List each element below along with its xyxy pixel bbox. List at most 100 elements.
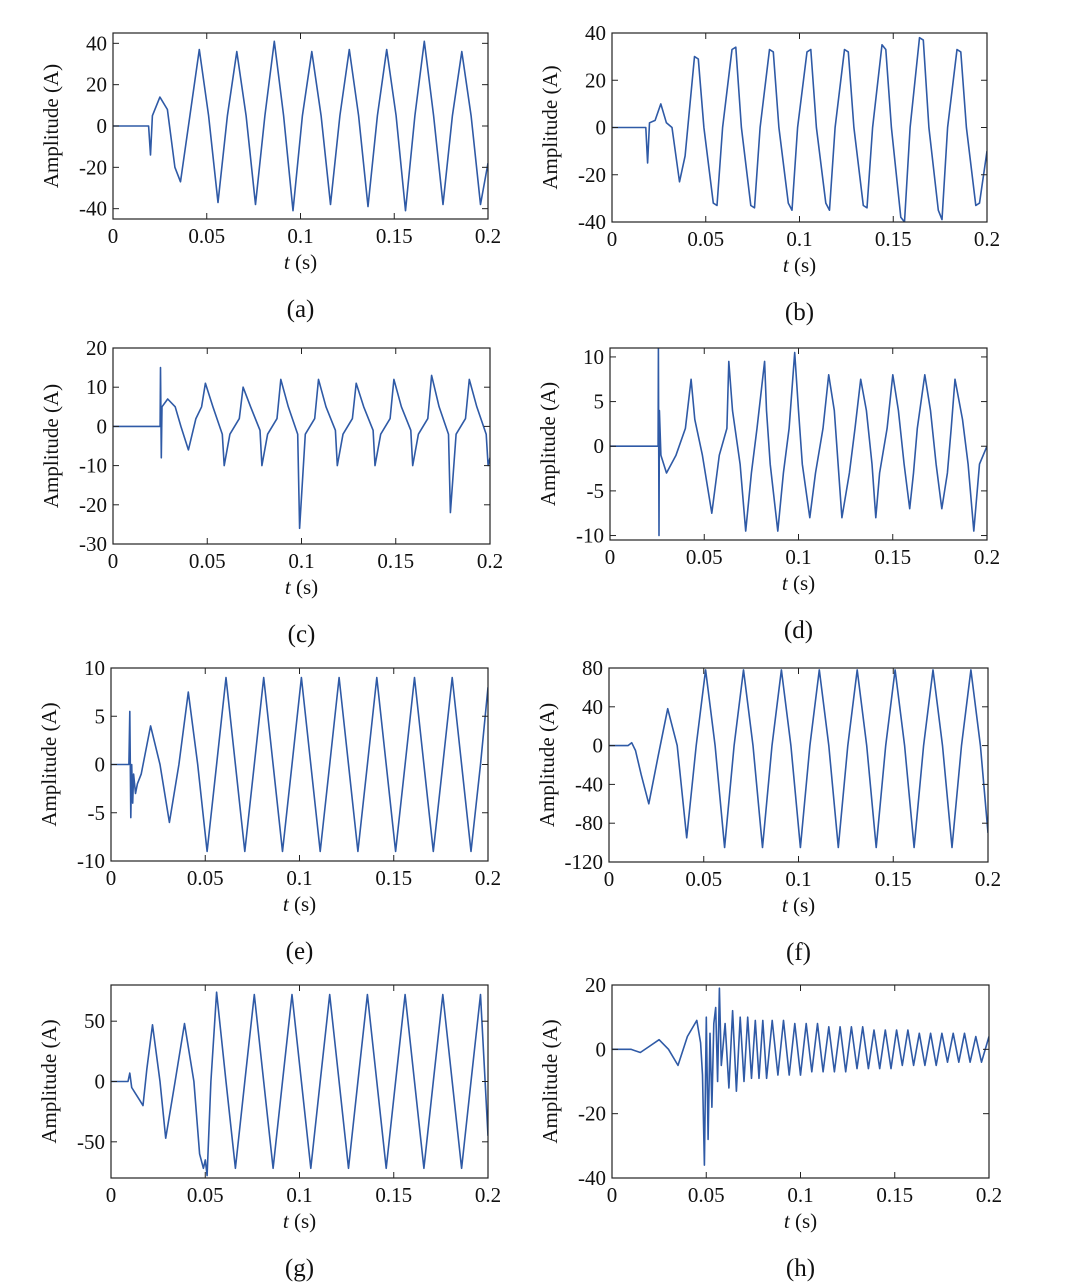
panel-f-xtick-label: 0.15 (875, 867, 912, 891)
panel-f-ytick-label: 80 (582, 656, 603, 680)
panel-c-xtick-label: 0.05 (189, 549, 226, 573)
panel-a-caption: (a) (287, 296, 315, 323)
panel-c-ytick-label: 10 (86, 375, 107, 399)
panel-b-ytick-label: -20 (578, 163, 606, 187)
panel-e-xtick-label: 0.1 (286, 866, 312, 890)
panel-b-xtick-label: 0.1 (786, 227, 812, 251)
panel-c-xtick-label: 0 (108, 549, 119, 573)
panel-a-series-line (113, 40, 488, 212)
panel-g-xtick-label: 0.1 (286, 1183, 312, 1207)
panel-g: 0 0.05 0.1 0.15 0.2 50 0 -50 t (s) Amplitude (A) (… (37, 984, 501, 1282)
panel-h-ytick-label: -40 (578, 1166, 606, 1190)
panel-g-ytick-label: 0 (95, 1070, 106, 1094)
panel-d-series-line (610, 348, 987, 537)
panel-f: 0 0.05 0.1 0.15 0.2 80 40 0 -40 -80 -120 t (s) Ampli… (535, 656, 1001, 966)
panel-a-xtick-label: 0.15 (376, 224, 413, 248)
panel-d-ylabel: Amplitude (A) (536, 382, 560, 506)
panel-f-ytick-label: -40 (575, 772, 603, 796)
panel-a-ytick-label: 40 (86, 31, 107, 55)
panel-d-xlabel-unit: (s) (788, 571, 815, 595)
panel-e-ytick-label: 10 (84, 656, 105, 680)
panel-b-xlabel-var: t (783, 253, 790, 277)
panel-d-caption: (d) (784, 617, 813, 644)
panel-g-xtick-label: 0.2 (475, 1183, 501, 1207)
panel-a-xlabel: t (s) (284, 250, 317, 274)
panel-e-ytick-label: 5 (95, 704, 106, 728)
panel-f-ylabel: Amplitude (A) (535, 703, 559, 827)
panel-d-xtick-label: 0 (605, 545, 616, 569)
panel-c-ytick-label: -10 (79, 454, 107, 478)
panel-e-ylabel: Amplitude (A) (37, 702, 61, 826)
panel-d-xtick-label: 0.15 (874, 545, 911, 569)
panel-b-xtick-label: 0.15 (875, 227, 912, 251)
panel-c-xlabel: t (s) (285, 575, 318, 599)
panel-h-xlabel-unit: (s) (790, 1209, 817, 1233)
panel-f-xtick-label: 0 (604, 867, 615, 891)
panel-a-xtick-label: 0 (108, 224, 119, 248)
panel-b-xtick-label: 0.05 (687, 227, 724, 251)
panel-a-ytick-label: 20 (86, 73, 107, 97)
panel-h-ytick-label: -20 (578, 1102, 606, 1126)
panel-e-caption: (e) (286, 938, 314, 965)
panel-d-xlabel: t (s) (782, 571, 815, 595)
panel-g-caption: (g) (285, 1255, 314, 1282)
panel-f-ytick-label: -120 (565, 850, 604, 874)
panel-f-xtick-label: 0.05 (685, 867, 722, 891)
panel-a-ytick-label: -20 (79, 155, 107, 179)
panel-g-xtick-label: 0.15 (375, 1183, 412, 1207)
panel-h: 0 0.05 0.1 0.15 0.2 20 0 -20 -40 t (s) Amplitude (… (538, 973, 1002, 1282)
panel-h-xtick-label: 0 (607, 1183, 618, 1207)
panel-c-ytick-label: -30 (79, 532, 107, 556)
panel-h-ylabel: Amplitude (A) (538, 1019, 562, 1143)
panel-g-series-line (111, 991, 488, 1177)
panel-c-xlabel-var: t (285, 575, 292, 599)
panel-c-xtick-label: 0.2 (477, 549, 503, 573)
panel-d: 0 0.05 0.1 0.15 0.2 10 5 0 -5 -10 t (s) Amplitude (… (536, 345, 1000, 644)
panel-c-ytick-label: -20 (79, 493, 107, 517)
panel-a-xtick-label: 0.05 (188, 224, 225, 248)
panel-c-xtick-label: 0.15 (377, 549, 414, 573)
panel-a-xtick-label: 0.2 (475, 224, 501, 248)
panel-c-ylabel: Amplitude (A) (39, 384, 63, 508)
panel-h-xlabel-var: t (784, 1209, 791, 1233)
panel-h-ytick-label: 0 (596, 1037, 607, 1061)
panel-d-xtick-label: 0.05 (686, 545, 723, 569)
panel-e-ytick-label: -5 (88, 801, 106, 825)
panel-a-ytick-label: -40 (79, 197, 107, 221)
panel-f-ytick-label: -80 (575, 811, 603, 835)
panel-c-series-line (113, 366, 490, 530)
panel-e-xtick-label: 0.2 (475, 866, 501, 890)
panel-f-xlabel: t (s) (782, 893, 815, 917)
panel-b-xlabel-unit: (s) (789, 253, 816, 277)
panel-c-caption: (c) (288, 621, 316, 648)
panel-h-caption: (h) (786, 1255, 815, 1282)
panel-d-axes-frame (609, 347, 988, 541)
panel-d-xtick-label: 0.1 (785, 545, 811, 569)
panel-c-xtick-label: 0.1 (288, 549, 314, 573)
panel-e-xtick-label: 0.05 (187, 866, 224, 890)
panel-b-ytick-label: -40 (578, 210, 606, 234)
panel-d-ytick-label: 0 (594, 434, 605, 458)
panel-a-xtick-label: 0.1 (287, 224, 313, 248)
panel-b-xtick-label: 0.2 (974, 227, 1000, 251)
panel-g-ylabel: Amplitude (A) (37, 1019, 61, 1143)
panel-a-ytick-label: 0 (97, 114, 108, 138)
panel-f-series-line (609, 669, 988, 849)
panel-f-ytick-label: 40 (582, 695, 603, 719)
panel-e-xlabel: t (s) (283, 892, 316, 916)
panel-f-xtick-label: 0.1 (785, 867, 811, 891)
panel-b: 0 0.05 0.1 0.15 0.2 40 20 0 -20 -40 t (s) Amplitude… (538, 21, 1000, 326)
panel-e-xtick-label: 0 (106, 866, 117, 890)
panel-h-xtick-label: 0.1 (787, 1183, 813, 1207)
panel-g-xlabel-var: t (283, 1209, 290, 1233)
panel-d-xtick-label: 0.2 (974, 545, 1000, 569)
panel-b-series-line (612, 36, 987, 222)
panel-b-axes-frame (611, 32, 988, 223)
panel-b-xlabel: t (s) (783, 253, 816, 277)
panel-e-xtick-label: 0.15 (375, 866, 412, 890)
panel-f-caption: (f) (786, 939, 811, 966)
panel-e-ytick-label: -10 (77, 849, 105, 873)
panel-c-ytick-label: 0 (97, 414, 108, 438)
panel-e-series-line (111, 676, 488, 853)
